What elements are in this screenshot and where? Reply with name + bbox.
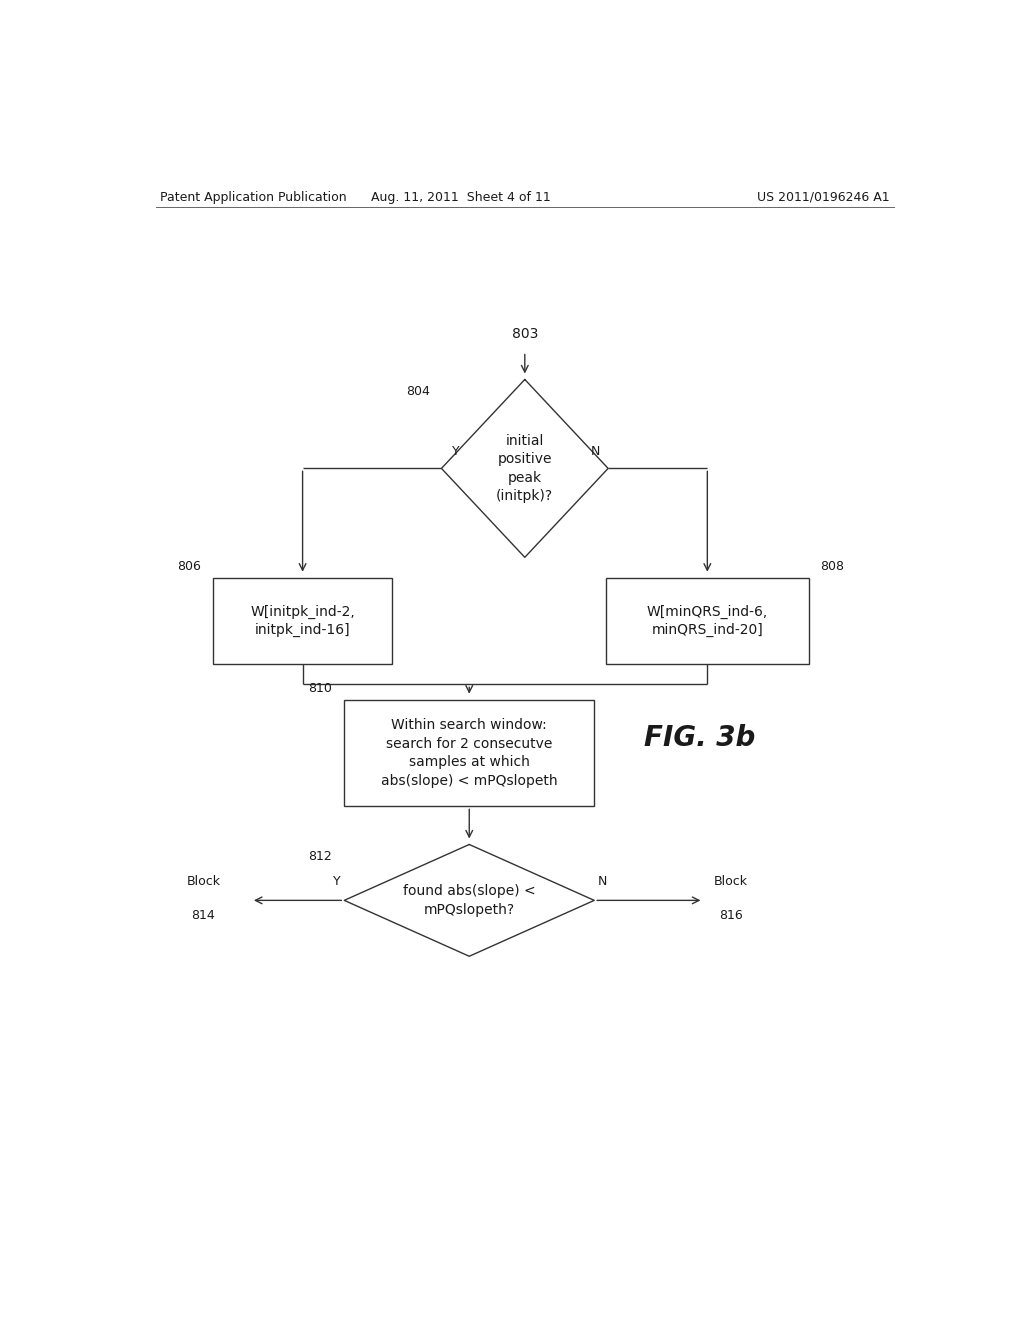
Text: initial
positive
peak
(initpk)?: initial positive peak (initpk)? [497,434,553,503]
Text: Patent Application Publication: Patent Application Publication [160,190,346,203]
Text: Y: Y [333,875,340,888]
Text: Y: Y [452,445,460,458]
Text: 808: 808 [820,560,845,573]
Text: N: N [598,875,607,888]
Text: 806: 806 [177,560,202,573]
Bar [606,578,809,664]
Text: 804: 804 [406,384,430,397]
Text: N: N [591,445,600,458]
Text: Block: Block [186,875,220,888]
Text: found abs(slope) <
mPQslopeth?: found abs(slope) < mPQslopeth? [402,884,536,916]
Text: FIG. 3b: FIG. 3b [644,723,755,752]
Text: Within search window:
search for 2 consecutve
samples at which
abs(slope) < mPQs: Within search window: search for 2 conse… [381,718,557,788]
Text: 810: 810 [308,681,333,694]
Text: 814: 814 [191,908,215,921]
Text: Aug. 11, 2011  Sheet 4 of 11: Aug. 11, 2011 Sheet 4 of 11 [372,190,551,203]
Text: 816: 816 [719,908,743,921]
Text: US 2011/0196246 A1: US 2011/0196246 A1 [757,190,890,203]
Bar [213,578,392,664]
Text: W[minQRS_ind-6,
minQRS_ind-20]: W[minQRS_ind-6, minQRS_ind-20] [647,605,768,638]
Bar [344,700,594,807]
Text: 812: 812 [308,850,333,862]
Text: W[initpk_ind-2,
initpk_ind-16]: W[initpk_ind-2, initpk_ind-16] [250,605,355,638]
Text: 803: 803 [512,327,538,342]
Text: Block: Block [714,875,749,888]
